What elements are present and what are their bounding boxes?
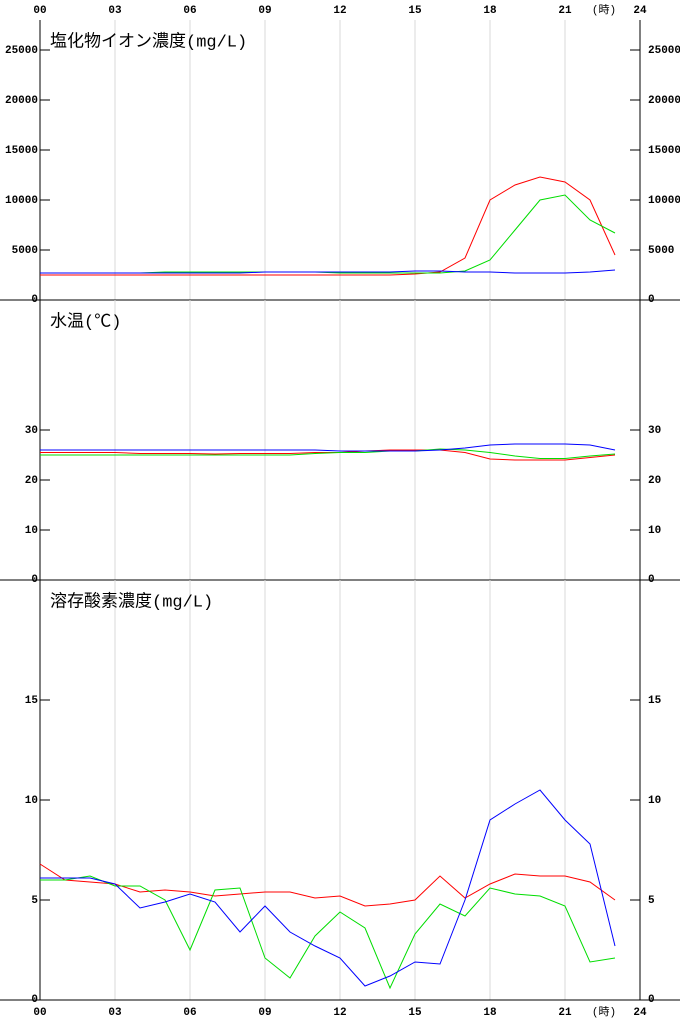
x-tick-label: 12: [333, 5, 346, 17]
chart-title: 塩化物イオン濃度(mg/L): [50, 31, 247, 52]
y-tick-label: 10: [648, 525, 661, 537]
x-tick-label: 00: [33, 5, 46, 17]
y-tick-label: 30: [648, 425, 661, 437]
y-tick-label: 25000: [648, 45, 680, 57]
x-tick-label: 24: [633, 5, 647, 17]
y-tick-label: 10: [25, 795, 38, 807]
y-tick-label: 10000: [5, 195, 38, 207]
series-line: [40, 443, 616, 452]
x-tick-label: 15: [408, 1007, 422, 1019]
y-tick-label: 15: [648, 695, 662, 707]
x-tick-label: 06: [183, 1007, 196, 1019]
series-line: [40, 875, 616, 990]
x-tick-label: 12: [333, 1007, 346, 1019]
y-tick-label: 15000: [648, 145, 680, 157]
x-tick-label: 18: [483, 5, 497, 17]
x-tick-label: 09: [258, 5, 271, 17]
x-tick-label: 18: [483, 1007, 497, 1019]
chart-title: 水温(℃): [50, 311, 121, 332]
y-tick-label: 5000: [12, 245, 38, 257]
y-tick-label: 15: [25, 695, 39, 707]
y-tick-label: 5: [31, 895, 38, 907]
chart-title: 溶存酸素濃度(mg/L): [50, 591, 213, 612]
series-line: [40, 448, 616, 459]
y-tick-label: 20: [648, 475, 661, 487]
x-unit: (時): [592, 3, 616, 17]
y-tick-label: 10: [25, 525, 38, 537]
x-tick-label: 15: [408, 5, 422, 17]
y-tick-label: 20: [25, 475, 38, 487]
y-tick-label: 20000: [648, 95, 680, 107]
x-tick-label: 21: [558, 5, 572, 17]
x-tick-label: 06: [183, 5, 196, 17]
y-tick-label: 5: [648, 895, 655, 907]
y-tick-label: 15000: [5, 145, 38, 157]
x-tick-label: 21: [558, 1007, 572, 1019]
y-tick-label: 10000: [648, 195, 680, 207]
series-line: [39, 863, 616, 907]
x-tick-label: 03: [108, 5, 122, 17]
series-line: [40, 789, 616, 987]
x-tick-label: 09: [258, 1007, 271, 1019]
series-line: [40, 176, 616, 276]
x-tick-label: 00: [33, 1007, 46, 1019]
x-unit: (時): [592, 1005, 616, 1019]
y-tick-label: 25000: [5, 45, 38, 57]
y-tick-label: 5000: [648, 245, 674, 257]
x-tick-label: 03: [108, 1007, 122, 1019]
y-tick-label: 20000: [5, 95, 38, 107]
x-tick-label: 24: [633, 1007, 647, 1019]
y-tick-label: 10: [648, 795, 661, 807]
series-line: [40, 269, 616, 274]
y-tick-label: 30: [25, 425, 38, 437]
